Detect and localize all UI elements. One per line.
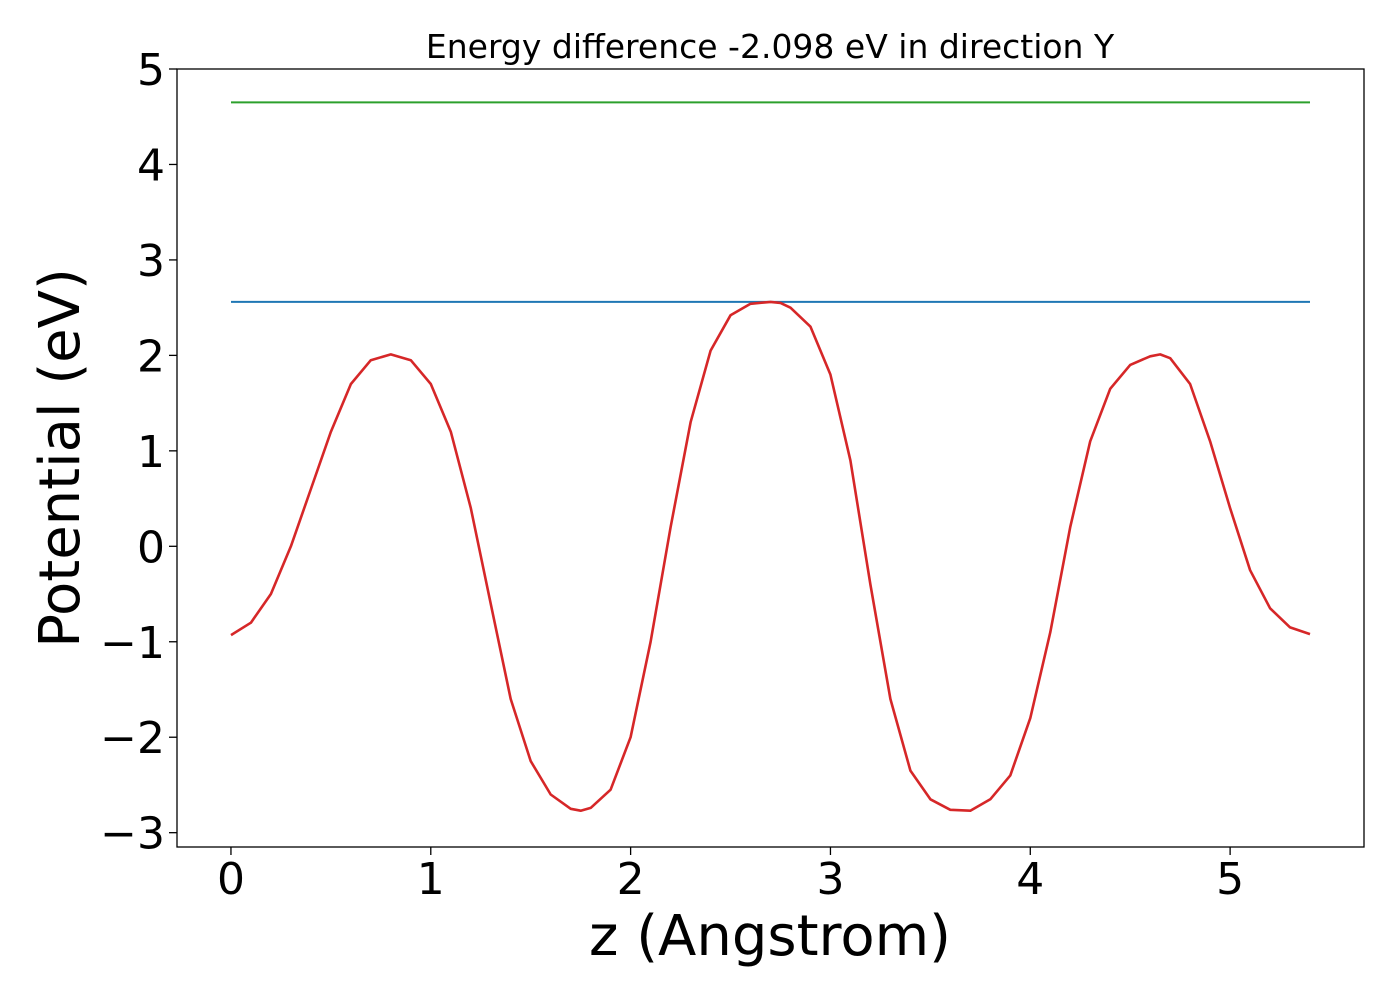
y-tick-label: −2 bbox=[100, 713, 165, 764]
y-tick-label: −1 bbox=[100, 618, 165, 669]
y-axis: −3 −2 −1 0 1 2 3 4 5 bbox=[100, 45, 177, 860]
y-axis-label: Potential (eV) bbox=[28, 268, 93, 648]
y-tick-label: 4 bbox=[137, 140, 165, 191]
series-line-3 bbox=[230, 300, 1311, 813]
y-tick-label: 1 bbox=[137, 427, 165, 478]
y-tick-label: −3 bbox=[100, 809, 165, 860]
y-tick-label: 3 bbox=[137, 236, 165, 287]
x-tick-label: 3 bbox=[816, 854, 844, 905]
plot-frame bbox=[176, 68, 1365, 848]
x-axis: 0 1 2 3 4 5 bbox=[217, 847, 1244, 905]
x-axis-label: z (Angstrom) bbox=[589, 904, 951, 969]
x-tick-label: 1 bbox=[417, 854, 445, 905]
y-tick-label: 0 bbox=[137, 522, 165, 573]
x-tick-label: 2 bbox=[617, 854, 645, 905]
x-tick-label: 0 bbox=[217, 854, 245, 905]
series-layer bbox=[230, 101, 1311, 813]
chart-title: Energy difference -2.098 eV in direction… bbox=[426, 27, 1115, 66]
y-tick-label: 2 bbox=[137, 331, 165, 382]
x-tick-label: 4 bbox=[1016, 854, 1044, 905]
x-tick-label: 5 bbox=[1216, 854, 1244, 905]
y-tick-label: 5 bbox=[137, 45, 165, 96]
